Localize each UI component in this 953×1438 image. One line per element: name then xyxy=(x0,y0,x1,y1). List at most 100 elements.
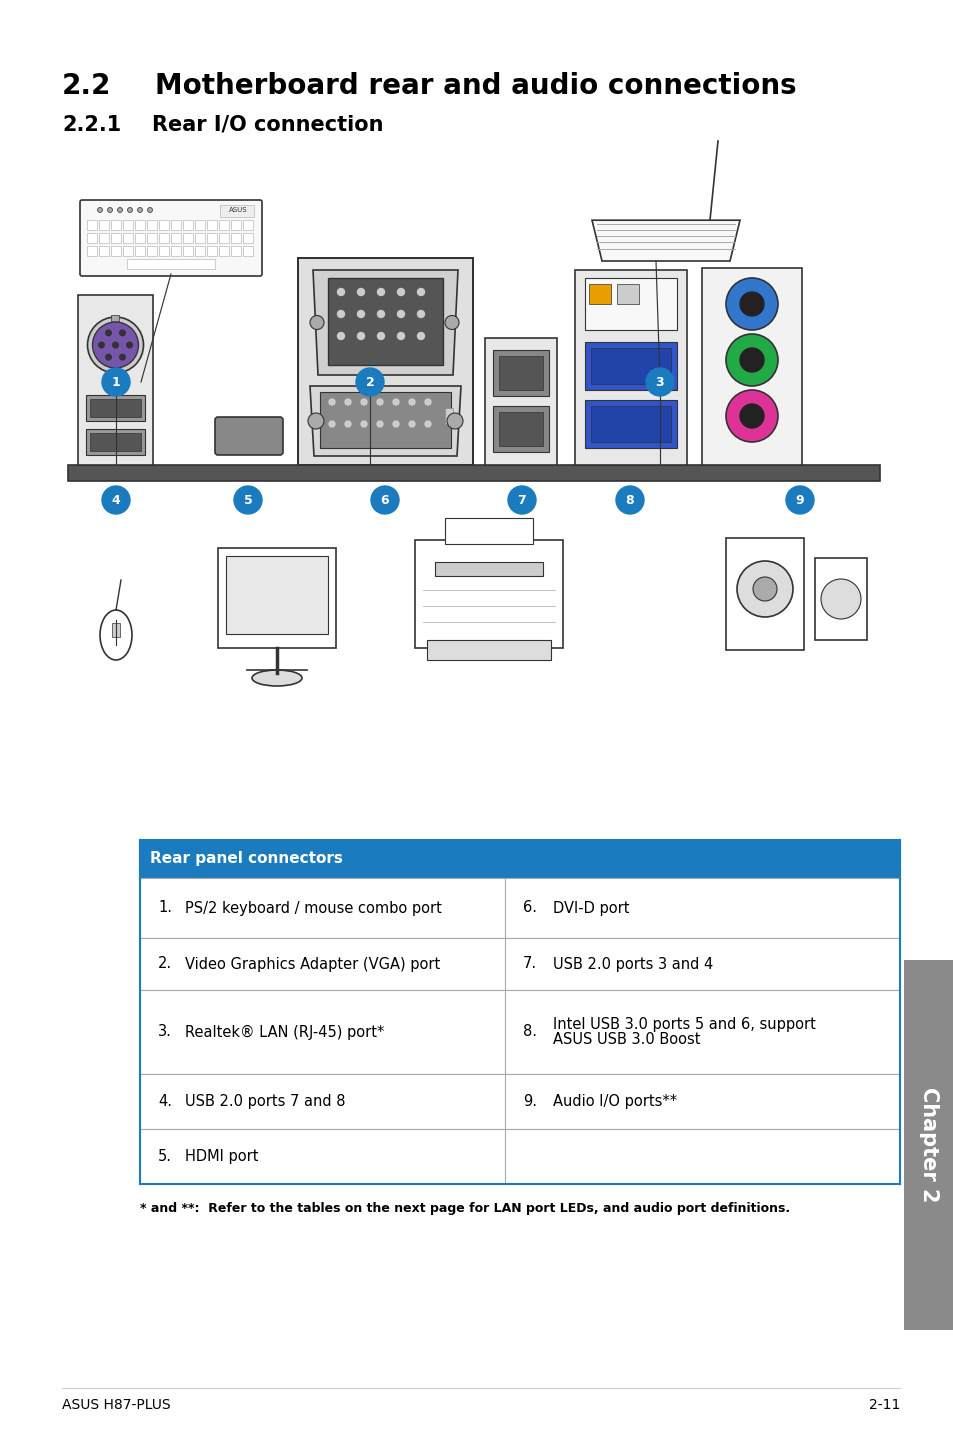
Ellipse shape xyxy=(100,610,132,660)
Circle shape xyxy=(233,486,262,513)
Circle shape xyxy=(376,421,382,427)
Circle shape xyxy=(345,398,351,406)
Circle shape xyxy=(737,561,792,617)
Bar xyxy=(903,961,953,1330)
Circle shape xyxy=(360,398,367,406)
Circle shape xyxy=(337,311,344,318)
Circle shape xyxy=(119,354,125,360)
Bar xyxy=(493,349,548,395)
Text: 1.: 1. xyxy=(158,900,172,916)
Text: 2: 2 xyxy=(365,375,374,388)
Bar xyxy=(171,233,181,243)
Bar xyxy=(493,406,548,452)
Text: Video Graphics Adapter (VGA) port: Video Graphics Adapter (VGA) port xyxy=(185,956,439,972)
Bar xyxy=(183,246,193,256)
Circle shape xyxy=(106,331,112,335)
Text: DVI-D port: DVI-D port xyxy=(552,900,629,916)
Text: Audio I/O ports**: Audio I/O ports** xyxy=(552,1094,677,1109)
Bar xyxy=(207,246,216,256)
Text: 9.: 9. xyxy=(522,1094,537,1109)
Circle shape xyxy=(119,331,125,335)
Circle shape xyxy=(98,342,104,348)
Circle shape xyxy=(377,332,384,339)
Bar xyxy=(590,406,670,441)
Circle shape xyxy=(112,342,118,348)
Text: 4.: 4. xyxy=(158,1094,172,1109)
Circle shape xyxy=(507,486,536,513)
Bar xyxy=(140,938,899,989)
Bar xyxy=(584,342,677,390)
Circle shape xyxy=(616,486,643,513)
Bar xyxy=(127,259,214,269)
Text: 3: 3 xyxy=(655,375,663,388)
Bar xyxy=(112,315,119,321)
Text: 9: 9 xyxy=(795,493,803,506)
Circle shape xyxy=(397,289,404,295)
Bar xyxy=(498,357,542,390)
Circle shape xyxy=(447,413,462,429)
Text: * and **:  Refer to the tables on the next page for LAN port LEDs, and audio por: * and **: Refer to the tables on the nex… xyxy=(140,1202,789,1215)
Circle shape xyxy=(752,577,776,601)
Bar xyxy=(86,395,145,421)
Text: 6.: 6. xyxy=(522,900,537,916)
Bar xyxy=(617,283,639,303)
Text: Intel USB 3.0 ports 5 and 6, support: Intel USB 3.0 ports 5 and 6, support xyxy=(552,1017,815,1031)
Bar xyxy=(140,840,899,879)
Bar xyxy=(87,233,97,243)
Circle shape xyxy=(821,580,861,618)
Text: Motherboard rear and audio connections: Motherboard rear and audio connections xyxy=(154,72,796,101)
Bar xyxy=(140,989,899,1074)
Text: 8.: 8. xyxy=(522,1024,537,1040)
Circle shape xyxy=(97,207,102,213)
Bar xyxy=(590,348,670,384)
Text: Chapter 2: Chapter 2 xyxy=(918,1087,938,1202)
Text: 5: 5 xyxy=(243,493,253,506)
Bar xyxy=(575,270,686,464)
Text: 7.: 7. xyxy=(522,956,537,972)
Circle shape xyxy=(393,398,398,406)
Circle shape xyxy=(424,421,431,427)
Bar xyxy=(231,246,241,256)
Circle shape xyxy=(397,311,404,318)
Circle shape xyxy=(417,332,424,339)
Bar xyxy=(297,257,473,464)
Bar xyxy=(484,338,557,464)
FancyBboxPatch shape xyxy=(214,417,283,454)
Bar xyxy=(584,278,677,329)
Text: 2.2.1: 2.2.1 xyxy=(62,115,121,135)
Bar xyxy=(207,233,216,243)
Circle shape xyxy=(310,315,324,329)
Circle shape xyxy=(393,421,398,427)
Circle shape xyxy=(444,315,458,329)
Bar xyxy=(159,246,169,256)
Ellipse shape xyxy=(252,670,302,686)
Circle shape xyxy=(725,334,778,385)
Text: 5.: 5. xyxy=(158,1149,172,1163)
Circle shape xyxy=(128,207,132,213)
Bar xyxy=(444,518,533,544)
Text: USB 2.0 ports 7 and 8: USB 2.0 ports 7 and 8 xyxy=(185,1094,345,1109)
Bar xyxy=(159,233,169,243)
Circle shape xyxy=(409,421,415,427)
Circle shape xyxy=(345,421,351,427)
Circle shape xyxy=(409,398,415,406)
Bar xyxy=(243,220,253,230)
Circle shape xyxy=(740,404,763,429)
Bar xyxy=(171,220,181,230)
Bar xyxy=(219,233,229,243)
Bar xyxy=(183,220,193,230)
Bar xyxy=(415,541,562,649)
Bar xyxy=(68,464,879,480)
Bar xyxy=(147,246,157,256)
Text: 8: 8 xyxy=(625,493,634,506)
Bar xyxy=(140,1129,899,1183)
Circle shape xyxy=(337,332,344,339)
Bar xyxy=(183,233,193,243)
Circle shape xyxy=(785,486,813,513)
Bar xyxy=(814,558,866,640)
Circle shape xyxy=(355,368,384,395)
Circle shape xyxy=(102,368,130,395)
Bar xyxy=(219,220,229,230)
Bar xyxy=(194,220,205,230)
Bar xyxy=(226,557,328,634)
